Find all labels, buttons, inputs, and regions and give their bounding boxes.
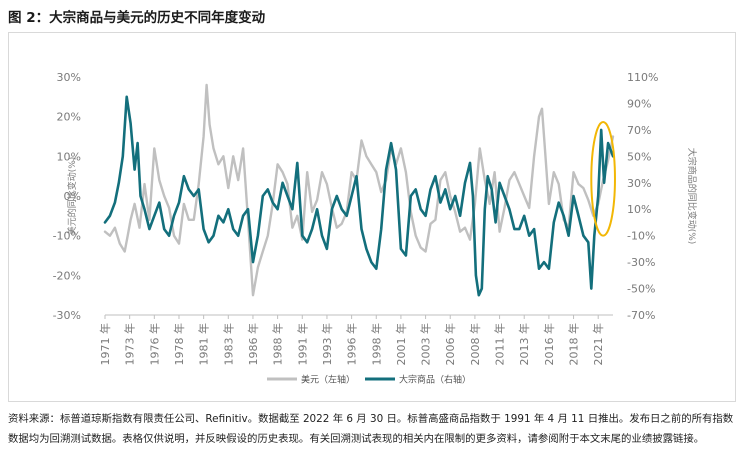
x-tick-label: 1986 年 <box>246 323 260 366</box>
legend-commodity-label: 大宗商品（右轴） <box>399 374 471 386</box>
x-tick-label: 1998 年 <box>369 323 383 366</box>
right-tick-label: -30% <box>627 256 655 269</box>
chart-frame: 30% 20% 10% 0% -10% -20% -30% 110% 90% 70% 50% 30% 1… <box>8 32 736 402</box>
legend-usd-label: 美元（左轴） <box>301 374 355 386</box>
left-tick-label: 0% <box>64 190 81 203</box>
x-tick-label: 1978 年 <box>172 323 186 366</box>
x-tick-label: 1981 年 <box>197 323 211 366</box>
right-tick-label: 110% <box>627 71 658 84</box>
right-tick-label: 30% <box>627 177 651 190</box>
x-tick-label: 2013 年 <box>517 323 531 366</box>
chart-svg: 30% 20% 10% 0% -10% -20% -30% 110% 90% 70% 50% 30% 1… <box>53 71 698 386</box>
x-tick-label: 1993 年 <box>320 323 334 366</box>
left-tick-label: -30% <box>53 309 81 322</box>
x-tick-label: 2006 年 <box>443 323 457 366</box>
legend-layer: 美元（左轴） 大宗商品（右轴） <box>267 374 471 386</box>
x-tick-label: 2008 年 <box>468 323 482 366</box>
x-tick-label: 2018 年 <box>567 323 581 366</box>
x-tick-label: 2001 年 <box>394 323 408 366</box>
x-tick-label: 2016 年 <box>542 323 556 366</box>
x-tick-label: 2011 年 <box>493 323 507 366</box>
right-tick-label: 10% <box>627 203 651 216</box>
left-tick-label: 20% <box>57 111 81 124</box>
right-axis-title: 大宗商品的同比变动(%) <box>686 148 698 245</box>
x-tick-label: 1983 年 <box>221 323 235 366</box>
axis-layer: 30% 20% 10% 0% -10% -20% -30% 110% 90% 70% 50% 30% 1… <box>53 71 698 366</box>
right-tick-label: -50% <box>627 283 655 296</box>
x-tick-label: 1991 年 <box>295 323 309 366</box>
left-tick-label: 10% <box>57 150 81 163</box>
x-tick-label: 1973 年 <box>123 323 137 366</box>
right-tick-label: -70% <box>627 309 655 322</box>
x-tick-label: 2021 年 <box>591 323 605 366</box>
series-layer <box>103 83 616 297</box>
x-tick-label: 1971 年 <box>98 323 112 366</box>
left-tick-label: -20% <box>53 269 81 282</box>
right-tick-label: 50% <box>627 150 651 163</box>
left-tick-label: 30% <box>57 71 81 84</box>
x-tick-label: 1988 年 <box>271 323 285 366</box>
x-tick-label: 1996 年 <box>345 323 359 366</box>
right-tick-label: 90% <box>627 97 651 110</box>
highlight-ellipse <box>590 120 616 237</box>
source-note: 资料来源：标普道琼斯指数有限责任公司、Refinitiv。数据截至 2022 年… <box>8 413 734 445</box>
x-tick-label: 1976 年 <box>147 323 161 366</box>
x-tick-label: 2003 年 <box>419 323 433 366</box>
left-tick-label: -10% <box>53 230 81 243</box>
commodity-series-line <box>103 95 615 297</box>
chart-title: 图 2：大宗商品与美元的历史不同年度变动 <box>8 10 266 26</box>
right-tick-label: -10% <box>627 230 655 243</box>
left-axis-title: 美元的同比变动(%) <box>66 157 78 236</box>
right-tick-label: 70% <box>627 124 651 137</box>
